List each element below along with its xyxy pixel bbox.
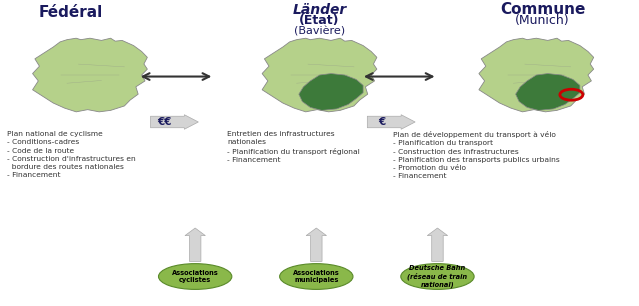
FancyArrow shape [427,228,448,261]
Ellipse shape [280,264,353,289]
Text: (Munich): (Munich) [515,14,570,27]
Text: Fédéral: Fédéral [39,6,103,21]
Polygon shape [516,73,580,110]
FancyArrow shape [367,115,415,129]
Text: (Bavière): (Bavière) [294,26,345,36]
Text: Entretien des infrastructures
nationales
- Planification du transport régional
-: Entretien des infrastructures nationales… [227,131,360,163]
FancyArrow shape [306,228,327,261]
Text: Plan de développement du transport à vélo
- Planification du transport
- Constru: Plan de développement du transport à vél… [393,131,560,179]
Text: Commune: Commune [500,2,585,17]
Ellipse shape [401,264,474,289]
Text: Associations
municipales: Associations municipales [293,270,340,283]
Polygon shape [33,38,148,112]
Text: €: € [378,117,385,127]
Polygon shape [299,73,363,110]
Polygon shape [479,38,594,112]
Text: Plan national de cyclisme
- Conditions-cadres
- Code de la route
- Construction : Plan national de cyclisme - Conditions-c… [7,131,136,178]
Text: Associations
cyclistes: Associations cyclistes [172,270,219,283]
Polygon shape [262,38,377,112]
FancyArrow shape [151,115,198,129]
Text: €€: €€ [157,117,172,127]
Text: Länder: Länder [293,3,346,17]
Ellipse shape [158,264,232,289]
Text: (État): (État) [299,14,340,27]
Text: Deutsche Bahn
(réseau de train
national): Deutsche Bahn (réseau de train national) [408,265,468,288]
FancyArrow shape [185,228,205,261]
